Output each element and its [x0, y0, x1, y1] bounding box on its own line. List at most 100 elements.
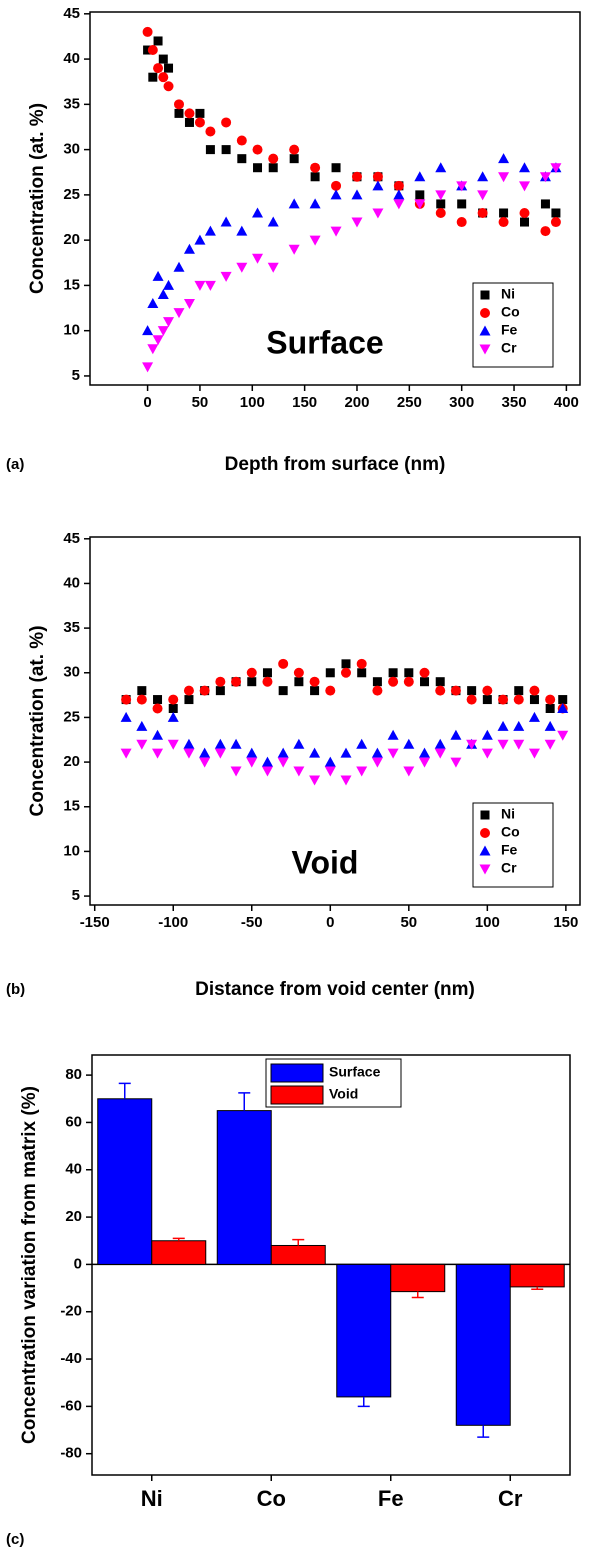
y-tick-label: 40 — [63, 574, 80, 591]
marker — [372, 208, 384, 219]
y-tick-label: 15 — [63, 276, 80, 293]
marker — [183, 685, 194, 696]
marker — [331, 163, 341, 173]
error-bar — [531, 1286, 544, 1290]
marker — [520, 217, 530, 227]
marker — [174, 108, 184, 118]
marker — [499, 208, 509, 218]
x-tick-label: 100 — [240, 394, 265, 411]
marker — [121, 694, 132, 705]
marker — [278, 686, 288, 696]
marker — [557, 702, 569, 713]
marker — [184, 108, 195, 119]
marker — [467, 686, 477, 696]
marker — [372, 180, 384, 191]
marker — [497, 720, 509, 731]
error-bar — [118, 1082, 131, 1099]
marker — [230, 738, 242, 749]
marker — [236, 262, 248, 273]
marker — [184, 117, 194, 127]
marker — [371, 747, 383, 758]
x-tick-label: Fe — [378, 1486, 404, 1511]
marker — [289, 154, 299, 164]
marker — [403, 738, 415, 749]
marker — [157, 288, 169, 299]
y-tick-label: 25 — [63, 708, 80, 725]
marker — [519, 162, 531, 173]
marker — [194, 280, 206, 291]
marker — [163, 317, 175, 328]
marker — [215, 686, 225, 696]
marker — [120, 748, 132, 759]
marker — [262, 676, 273, 687]
marker — [157, 326, 169, 337]
marker — [277, 757, 289, 768]
marker — [356, 658, 367, 669]
marker — [236, 225, 248, 236]
marker — [237, 154, 247, 164]
marker — [158, 54, 168, 64]
marker — [513, 694, 524, 705]
x-tick-label: 50 — [192, 394, 209, 411]
marker — [435, 685, 446, 696]
marker — [498, 153, 510, 164]
marker — [456, 217, 467, 228]
marker — [194, 117, 205, 128]
y-tick-label: 15 — [63, 798, 80, 815]
marker — [252, 253, 264, 264]
marker — [435, 207, 446, 218]
marker — [419, 667, 430, 678]
error-bar — [172, 1237, 185, 1241]
marker — [436, 199, 446, 209]
y-tick-label: -40 — [60, 1350, 82, 1367]
y-tick-label: 10 — [63, 842, 80, 859]
marker — [199, 685, 210, 696]
marker — [393, 189, 405, 200]
bar — [151, 1240, 207, 1265]
marker — [147, 344, 159, 355]
legend-label: Ni — [501, 806, 515, 822]
marker — [519, 207, 530, 218]
marker — [230, 766, 242, 777]
marker — [148, 72, 158, 82]
marker — [480, 810, 490, 820]
y-axis-label: Concentration variation from matrix (%) — [19, 1086, 40, 1444]
marker — [540, 226, 551, 237]
error-bar — [292, 1238, 305, 1246]
y-tick-label: 45 — [63, 5, 80, 22]
marker — [477, 190, 489, 201]
y-tick-label: 80 — [65, 1066, 82, 1083]
panel-label: (a) — [6, 456, 24, 473]
marker — [529, 695, 539, 705]
marker — [246, 667, 257, 678]
marker — [309, 775, 321, 786]
marker — [309, 235, 321, 246]
y-tick-label: -60 — [60, 1397, 82, 1414]
legend-label: Cr — [501, 860, 517, 876]
marker — [544, 739, 556, 750]
marker — [136, 739, 148, 750]
legend-label: Fe — [501, 322, 518, 338]
marker — [137, 686, 147, 696]
marker — [214, 748, 226, 759]
marker — [268, 153, 279, 164]
marker — [173, 99, 184, 110]
marker — [221, 145, 231, 155]
marker — [277, 747, 289, 758]
bar — [390, 1263, 446, 1293]
marker — [153, 36, 163, 46]
y-tick-label: -20 — [60, 1303, 82, 1320]
marker — [550, 163, 562, 174]
marker — [267, 216, 279, 227]
marker — [183, 738, 195, 749]
marker — [479, 344, 491, 355]
legend-box — [265, 1058, 402, 1108]
marker — [513, 739, 525, 750]
marker — [288, 198, 300, 209]
marker — [324, 766, 336, 777]
marker — [414, 199, 426, 210]
marker — [357, 668, 367, 678]
y-tick-label: 20 — [65, 1208, 82, 1225]
y-tick-label: 20 — [63, 231, 80, 248]
